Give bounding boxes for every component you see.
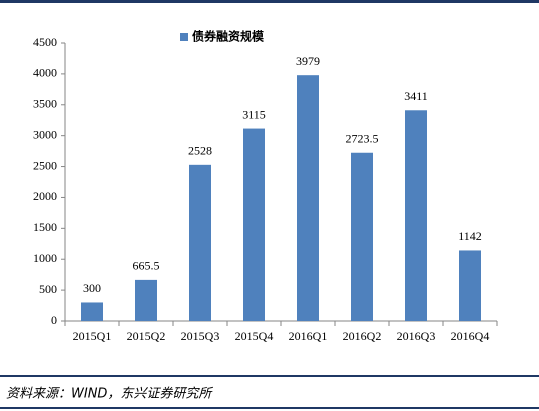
y-tick-label: 500 [39,282,57,296]
data-label: 665.5 [133,259,160,273]
y-tick-label: 0 [51,313,57,327]
bar [405,110,427,321]
y-tick-label: 4000 [33,66,57,80]
y-tick-label: 4500 [33,35,57,49]
bar [189,164,211,321]
source-note: 资料来源：WIND，东兴证券研究所 [6,386,213,402]
data-label: 2723.5 [346,131,379,145]
bar [135,279,157,321]
y-tick-label: 1000 [33,251,57,265]
legend-swatch [180,33,188,41]
x-tick-label: 2015Q4 [235,329,274,343]
y-tick-label: 2500 [33,158,57,172]
x-tick-label: 2016Q4 [451,329,490,343]
bar [243,128,265,321]
data-label: 3411 [404,89,428,103]
y-tick-label: 3500 [33,97,57,111]
data-label: 3979 [296,54,320,68]
x-tick-label: 2016Q1 [289,329,328,343]
bottom-border [0,407,539,409]
legend-label: 债券融资规模 [192,29,265,44]
bar [459,250,481,321]
divider [0,375,539,377]
y-tick-label: 3000 [33,127,57,141]
data-label: 300 [83,281,101,295]
y-tick-label: 2000 [33,189,57,203]
x-tick-label: 2015Q3 [181,329,220,343]
x-tick-label: 2016Q2 [343,329,382,343]
bar [81,302,103,321]
top-border [0,0,539,3]
bar [297,75,319,322]
x-tick-label: 2015Q1 [73,329,112,343]
data-label: 2528 [188,144,212,158]
y-tick-label: 1500 [33,220,57,234]
data-label: 1142 [458,229,482,243]
bar [351,152,373,321]
data-label: 3115 [242,107,266,121]
x-tick-label: 2015Q2 [127,329,166,343]
x-tick-label: 2016Q3 [397,329,436,343]
